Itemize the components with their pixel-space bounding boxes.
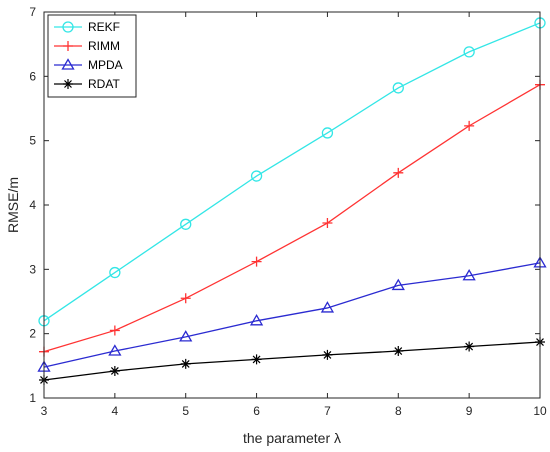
legend-item-rimm: RIMM (54, 39, 120, 53)
series-line-rdat (43, 341, 541, 381)
data-point-rekf-7 (321, 127, 334, 139)
y-tick-label-7: 7 (29, 5, 36, 19)
legend-marker-rekf (62, 21, 74, 33)
y-tick-label-5: 5 (29, 134, 36, 148)
data-point-rdat-7 (322, 349, 333, 360)
x-axis-label: the parameter λ (243, 430, 341, 446)
legend-label-rdat: RDAT (88, 77, 120, 91)
x-tick-label-4: 4 (112, 404, 119, 418)
y-axis-label: RMSE/m (5, 177, 21, 233)
data-point-mpda-4 (108, 344, 122, 356)
data-point-rekf-8 (392, 82, 404, 94)
series-line-mpda (43, 262, 541, 368)
data-point-rimm-7 (322, 218, 333, 229)
legend-marker-mpda (61, 58, 75, 70)
x-tick-label-10: 10 (533, 404, 547, 418)
y-tick-label-1: 1 (29, 391, 36, 405)
data-point-mpda-8 (391, 278, 405, 291)
y-tick-label-6: 6 (29, 69, 36, 83)
data-point-rdat-4 (109, 365, 120, 376)
data-point-rekf-6 (250, 170, 263, 182)
series-line-rekf (43, 22, 541, 322)
data-point-rdat-5 (180, 358, 191, 369)
data-point-rimm-5 (180, 293, 191, 304)
data-point-rdat-6 (251, 354, 262, 365)
data-point-rdat-8 (393, 346, 404, 357)
data-point-rimm-4 (109, 325, 120, 336)
legend-item-rdat: RDAT (54, 77, 120, 91)
data-point-mpda-5 (179, 330, 193, 342)
legend-item-mpda: MPDA (54, 58, 123, 72)
y-tick-label-4: 4 (29, 198, 36, 212)
x-tick-label-9: 9 (466, 404, 473, 418)
x-tick-label-8: 8 (395, 404, 402, 418)
x-tick-label-6: 6 (253, 404, 260, 418)
data-point-rimm-9 (464, 120, 475, 131)
data-point-mpda-9 (462, 268, 476, 281)
series-layer (37, 17, 547, 385)
data-point-rekf-4 (109, 266, 121, 279)
series-rimm (39, 79, 545, 357)
data-point-rimm-8 (393, 167, 404, 178)
data-point-mpda-6 (249, 314, 264, 326)
data-point-mpda-7 (320, 301, 335, 313)
x-tick-label-3: 3 (41, 404, 48, 418)
x-tick-label-5: 5 (182, 404, 189, 418)
legend-marker-rimm (63, 41, 73, 51)
legend-marker-rdat (63, 79, 73, 89)
legend-label-mpda: MPDA (88, 58, 123, 72)
y-tick-label-3: 3 (29, 262, 36, 276)
legend-label-rekf: REKF (88, 20, 120, 34)
data-point-rdat-9 (464, 341, 475, 352)
series-mpda (37, 256, 547, 372)
data-point-rekf-5 (180, 218, 192, 230)
x-tick-label-7: 7 (324, 404, 331, 418)
legend-item-rekf: REKF (54, 20, 120, 34)
series-line-rimm (43, 84, 541, 353)
data-point-rimm-6 (251, 256, 262, 267)
legend: REKF RIMM MPDA RDAT (47, 14, 137, 98)
legend-label-rimm: RIMM (88, 39, 120, 53)
data-point-rekf-9 (463, 46, 475, 58)
y-tick-label-2: 2 (29, 327, 36, 341)
axes-layer: 3 4 5 6 7 8 9 10 1 2 3 4 5 6 7 (29, 5, 547, 418)
